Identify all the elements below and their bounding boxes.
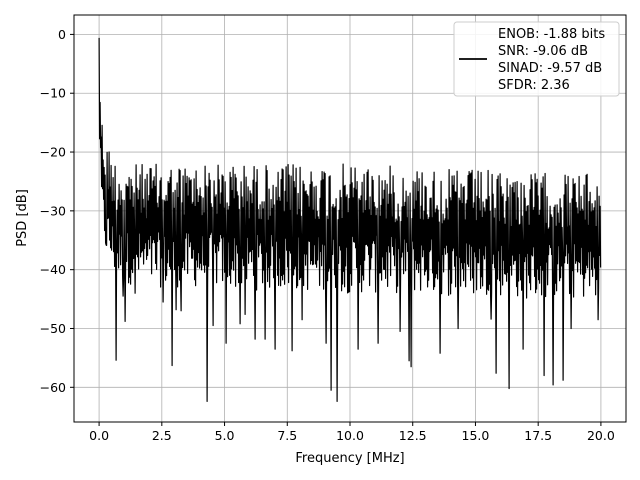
x-tick-label: 12.5 xyxy=(399,428,427,443)
y-tick-label: −40 xyxy=(40,262,66,277)
x-axis-ticks: 0.0 2.5 5.0 7.5 10.0 12.5 15.0 17.5 20.0 xyxy=(89,422,615,443)
x-tick-label: 0.0 xyxy=(89,428,109,443)
x-tick-label: 5.0 xyxy=(215,428,235,443)
y-tick-label: −10 xyxy=(40,86,66,101)
y-axis-label: PSD [dB] xyxy=(15,189,30,247)
legend: ENOB: -1.88 bits SNR: -9.06 dB SINAD: -9… xyxy=(453,21,620,97)
x-tick-label: 15.0 xyxy=(462,428,490,443)
y-tick-label: −60 xyxy=(40,380,66,395)
legend-box xyxy=(453,21,620,97)
y-tick-label: −20 xyxy=(40,145,66,160)
x-tick-label: 7.5 xyxy=(277,428,297,443)
legend-sinad: SINAD: -9.57 dB xyxy=(498,61,602,76)
y-tick-label: −50 xyxy=(40,321,66,336)
legend-snr: SNR: -9.06 dB xyxy=(498,44,588,59)
x-tick-label: 2.5 xyxy=(152,428,172,443)
x-tick-label: 10.0 xyxy=(336,428,364,443)
psd-trace xyxy=(98,37,602,402)
y-tick-label: 0 xyxy=(58,27,66,42)
x-tick-label: 17.5 xyxy=(524,428,552,443)
x-axis-label: Frequency [MHz] xyxy=(295,451,404,466)
x-tick-label: 20.0 xyxy=(587,428,615,443)
legend-sfdr: SFDR: 2.36 xyxy=(498,78,570,93)
y-tick-label: −30 xyxy=(40,203,66,218)
legend-enob: ENOB: -1.88 bits xyxy=(498,27,605,42)
y-axis-ticks: 0 −10 −20 −30 −40 −50 −60 xyxy=(40,27,74,395)
